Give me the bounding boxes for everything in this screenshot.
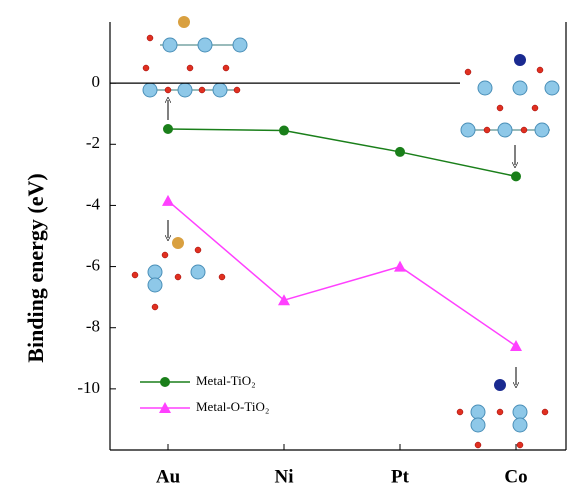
structure-co-o-tio2 xyxy=(457,367,548,448)
legend-label: Metal-O-TiO₂ xyxy=(196,399,269,414)
y-tick-label: -10 xyxy=(77,378,100,397)
x-tick-label: Pt xyxy=(391,466,410,487)
point xyxy=(163,124,173,134)
structure-au-o-tio2 xyxy=(132,220,225,310)
y-tick-label: -2 xyxy=(86,133,100,152)
y-tick-label: -4 xyxy=(86,194,101,213)
y-tick-label: -6 xyxy=(86,255,100,274)
legend-marker xyxy=(160,377,170,387)
point xyxy=(395,147,405,157)
x-tick-label: Au xyxy=(156,466,181,487)
y-tick-label: 0 xyxy=(92,72,101,91)
structure-co-tio2 xyxy=(461,54,559,165)
point xyxy=(394,261,406,272)
x-tick-label: Ni xyxy=(275,466,294,487)
y-axis-label: Binding energy (eV) xyxy=(23,173,48,362)
point xyxy=(510,340,522,351)
point xyxy=(162,195,174,206)
point xyxy=(511,171,521,181)
x-tick-label: Co xyxy=(504,466,527,487)
atom xyxy=(178,16,190,28)
series-line xyxy=(168,201,516,346)
point xyxy=(279,126,289,136)
y-tick-label: -8 xyxy=(86,317,100,336)
legend-label: Metal-TiO₂ xyxy=(196,373,256,388)
chart: Binding energy (eV) 0 -2 -4 -6 -8 -10 Au Ni Pt Co… xyxy=(0,0,570,492)
structure-au-tio2 xyxy=(143,16,247,120)
